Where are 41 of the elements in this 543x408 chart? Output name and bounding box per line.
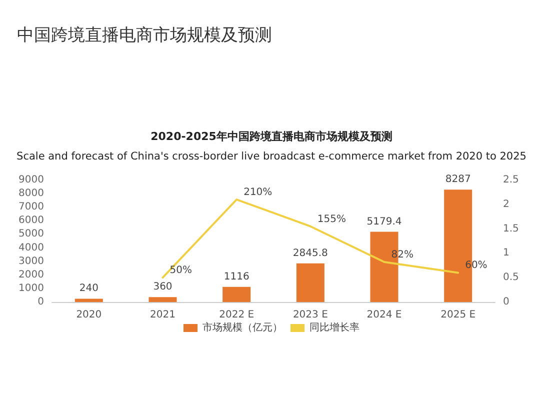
- y2-tick-label: 0: [503, 296, 510, 308]
- x-tick-label: 2022 E: [219, 310, 254, 320]
- x-tick-label: 2024 E: [366, 310, 402, 320]
- y-tick-label: 0: [38, 296, 44, 308]
- y-tick-label: 2000: [18, 269, 44, 280]
- bar: [74, 298, 103, 302]
- text: Scale and forecast of China's cross-border live broadcast e-commerce market from 2020 to 2025: [16, 150, 526, 162]
- data-label: 8287: [445, 174, 471, 186]
- line-series: [162, 198, 460, 279]
- chart-subtitle: 2020-2025年中国跨境直播电商市场规模及预测: [150, 130, 392, 143]
- bar: [148, 297, 177, 302]
- data-label: 210%: [244, 187, 272, 198]
- y2-tick-label: 1.5: [503, 223, 519, 234]
- data-label: 360: [153, 282, 172, 293]
- y-tick-label: 6000: [18, 215, 44, 226]
- y2-tick-label: 2.5: [503, 174, 519, 186]
- data-label: 2845.8: [292, 248, 328, 259]
- bar: [222, 286, 251, 302]
- y-tick-label: 1000: [18, 282, 44, 294]
- y-tick-label: 9000: [18, 174, 44, 186]
- x-tick-label: 2023 E: [292, 310, 328, 320]
- y2-tick-label: 1: [503, 248, 510, 259]
- y2-tick-label: 0.5: [503, 272, 519, 284]
- y-tick-label: 7000: [18, 202, 44, 213]
- y-tick-label: 5000: [18, 228, 44, 240]
- data-label: 1116: [224, 271, 250, 282]
- data-label: 240: [79, 283, 98, 294]
- y-tick-label: 8000: [18, 188, 44, 200]
- x-tick-label: 2025 E: [440, 310, 476, 320]
- x-tick-label: 2020: [76, 310, 102, 320]
- chart-title: 中国跨境直播电商市场规模及预测: [17, 26, 272, 46]
- y2-tick-label: 2: [503, 198, 510, 210]
- x-tick-label: 2021: [150, 310, 176, 320]
- data-label: 155%: [317, 214, 346, 225]
- y-tick-label: 4000: [18, 242, 44, 254]
- data-label: 50%: [170, 265, 192, 276]
- legend-label: 同比增长率: [310, 322, 360, 334]
- legend-label: 市场规模（亿元）: [202, 322, 282, 334]
- y-tick-label: 3000: [18, 256, 44, 267]
- data-label: 5179.4: [366, 216, 402, 228]
- bar: [296, 263, 324, 302]
